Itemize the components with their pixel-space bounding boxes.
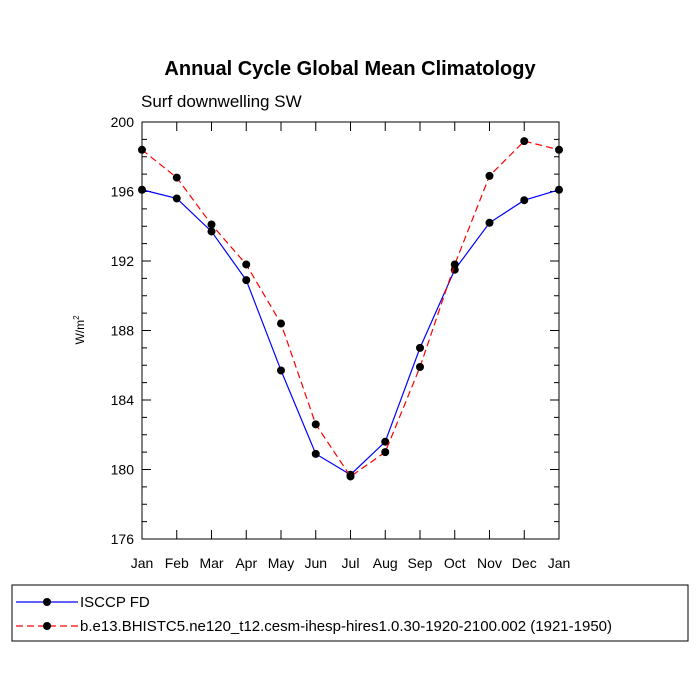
data-point-series-1 — [207, 227, 216, 236]
data-point-series-1 — [555, 185, 563, 194]
data-point-series-2 — [555, 145, 563, 154]
y-tick-label: 192 — [111, 253, 135, 269]
y-tick-label: 184 — [111, 392, 135, 408]
x-tick-label: Nov — [477, 555, 502, 571]
data-point-series-2 — [242, 260, 251, 269]
y-tick-label: 188 — [111, 323, 135, 339]
series-layer — [138, 137, 563, 481]
data-point-series-1 — [520, 196, 529, 205]
x-tick-label: Mar — [199, 555, 223, 571]
data-point-series-1 — [311, 449, 320, 458]
x-tick-label: May — [268, 555, 294, 571]
legend-marker-1 — [43, 598, 51, 606]
data-point-series-2 — [346, 472, 355, 481]
chart-title: Annual Cycle Global Mean Climatology — [164, 58, 536, 80]
x-tick-label: Jun — [304, 555, 327, 571]
data-point-series-1 — [138, 185, 146, 194]
x-tick-label: Jul — [342, 555, 360, 571]
data-point-series-2 — [138, 145, 146, 154]
data-point-series-2 — [172, 173, 181, 182]
data-point-series-1 — [416, 343, 424, 352]
data-point-series-2 — [485, 171, 494, 180]
data-point-series-1 — [172, 194, 181, 203]
y-tick-label: 180 — [111, 462, 135, 478]
data-point-series-2 — [450, 260, 459, 269]
y-axis-label: W/m2 — [72, 315, 87, 345]
y-axis-label-sup: 2 — [72, 315, 81, 320]
x-tick-label: Aug — [373, 555, 398, 571]
data-point-series-1 — [381, 437, 390, 446]
x-axis-ticks: Jan Feb Mar Apr May Jun Jul Aug Sep Oct Nov Dec Jan — [131, 122, 571, 571]
y-axis-ticks: 176 180 184 188 192 196 200 — [111, 114, 559, 547]
legend: ISCCP FD b.e13.BHISTC5.ne120_t12.cesm-ihe… — [16, 594, 612, 635]
x-tick-label: Jan — [131, 555, 154, 571]
chart-subtitle: Surf downwelling SW — [141, 92, 302, 111]
x-tick-label: Dec — [512, 555, 537, 571]
legend-label-2: b.e13.BHISTC5.ne120_t12.cesm-ihesp-hires… — [80, 618, 612, 635]
data-point-series-1 — [277, 366, 285, 375]
series-line-1 — [141, 189, 560, 476]
x-tick-label: Oct — [444, 555, 466, 571]
data-point-series-1 — [485, 218, 494, 227]
legend-label-1: ISCCP FD — [80, 594, 150, 611]
data-point-series-2 — [277, 319, 285, 328]
series-line-2 — [141, 140, 560, 478]
legend-marker-2 — [43, 622, 51, 630]
y-tick-label: 196 — [111, 184, 135, 200]
data-point-series-1 — [242, 276, 251, 285]
svg-text:W/m2: W/m2 — [72, 315, 87, 345]
data-point-series-2 — [416, 362, 424, 371]
x-tick-label: Feb — [165, 555, 189, 571]
data-point-series-2 — [311, 420, 320, 429]
y-axis-label-base: W/m — [73, 320, 87, 345]
x-tick-label: Apr — [235, 555, 257, 571]
y-tick-label: 200 — [111, 114, 135, 130]
y-tick-label: 176 — [111, 531, 135, 547]
data-point-series-2 — [207, 220, 216, 229]
data-point-series-2 — [381, 448, 390, 457]
x-tick-label: Jan — [548, 555, 571, 571]
x-tick-label: Sep — [408, 555, 433, 571]
data-point-series-2 — [520, 137, 529, 146]
legend-box — [11, 584, 689, 642]
